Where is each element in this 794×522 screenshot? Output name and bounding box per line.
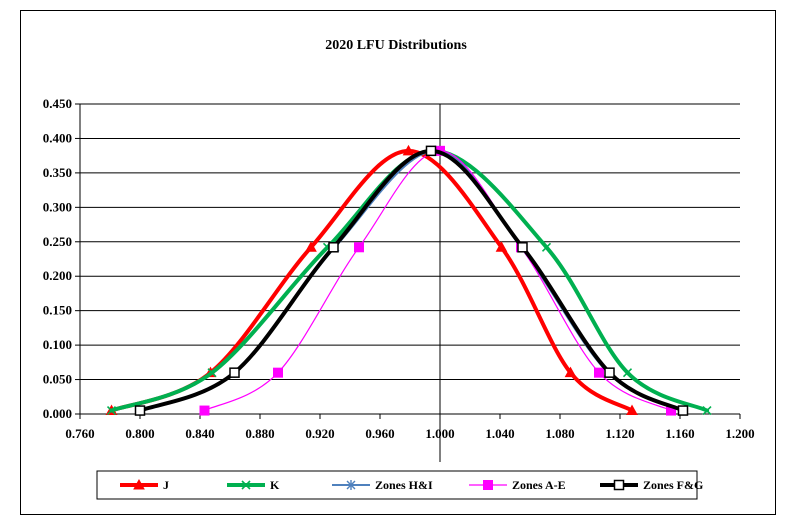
axis-layer: 0.000 0.050 0.100 0.150 0.200 0.250 0.300 0.350… bbox=[43, 96, 755, 462]
legend-item-zones-a-e: Zones A-E bbox=[469, 478, 566, 492]
x-tick-label: 1.120 bbox=[605, 426, 634, 441]
y-tick-label: 0.050 bbox=[43, 372, 72, 387]
legend-item-j: J bbox=[120, 478, 169, 492]
y-tick-label: 0.250 bbox=[43, 234, 72, 249]
x-tick-label: 1.160 bbox=[665, 426, 694, 441]
series-layer bbox=[105, 144, 712, 416]
data-point-zones-f-and-g bbox=[604, 367, 615, 378]
legend-marker bbox=[241, 480, 251, 490]
x-tick-label: 1.200 bbox=[725, 426, 754, 441]
data-point-zones-a-e bbox=[199, 405, 210, 416]
data-point-j bbox=[495, 241, 508, 252]
data-point-zones-a-e bbox=[354, 242, 364, 253]
y-tick-label: 0.450 bbox=[43, 96, 72, 111]
legend-marker bbox=[483, 480, 493, 490]
y-tick-label: 0.150 bbox=[43, 303, 72, 318]
x-tick-label: 0.920 bbox=[305, 426, 334, 441]
legend-label: Zones A-E bbox=[512, 478, 566, 492]
data-point-zones-a-e bbox=[594, 367, 604, 378]
legend-label: Zones F&G bbox=[643, 478, 703, 492]
x-tick-label: 1.040 bbox=[485, 426, 514, 441]
data-point-zones-f-and-g bbox=[677, 405, 689, 416]
y-tick-label: 0.350 bbox=[43, 165, 72, 180]
legend-label: J bbox=[163, 478, 169, 492]
legend-box bbox=[96, 470, 698, 500]
data-point-zones-a-e bbox=[273, 367, 283, 378]
chart-title: 2020 LFU Distributions bbox=[325, 38, 467, 53]
x-tick-label: 0.840 bbox=[185, 426, 214, 441]
x-tick-label: 1.080 bbox=[545, 426, 574, 441]
y-tick-label: 0.400 bbox=[43, 130, 72, 145]
series-k bbox=[106, 146, 712, 416]
data-point-k bbox=[622, 368, 633, 378]
data-point-k bbox=[702, 405, 712, 416]
legend-marker bbox=[133, 478, 145, 490]
data-point-zones-f-and-g bbox=[328, 242, 339, 253]
data-point-zones-f-and-g bbox=[425, 145, 437, 157]
data-point-j bbox=[626, 404, 638, 416]
series-zones-f-and-g bbox=[134, 145, 689, 416]
legend-item-zones-h-and-i: Zones H&I bbox=[332, 478, 433, 492]
data-point-j bbox=[564, 366, 577, 378]
y-tick-label: 0.300 bbox=[43, 199, 72, 214]
y-tick-label: 0.100 bbox=[43, 337, 72, 352]
data-point-j bbox=[402, 144, 415, 156]
legend-label: Zones H&I bbox=[375, 478, 433, 492]
legend-marker bbox=[346, 480, 356, 490]
legend-item-zones-f-and-g: Zones F&G bbox=[600, 478, 703, 492]
data-point-k bbox=[207, 368, 217, 378]
x-tick-label: 0.760 bbox=[65, 426, 94, 441]
chart-frame bbox=[20, 10, 776, 515]
data-point-k bbox=[541, 242, 552, 252]
data-point-zones-f-and-g bbox=[229, 367, 240, 378]
series-j bbox=[105, 144, 638, 416]
data-point-zones-f-and-g bbox=[517, 242, 528, 253]
series-line-j bbox=[109, 148, 634, 413]
x-tick-label: 0.800 bbox=[125, 426, 154, 441]
legend-item-k: K bbox=[227, 478, 280, 492]
x-tick-label: 0.960 bbox=[365, 426, 394, 441]
legend-label: K bbox=[270, 478, 280, 492]
data-point-k bbox=[106, 405, 117, 416]
y-tick-label: 0.200 bbox=[43, 268, 72, 283]
legend-marker bbox=[613, 479, 625, 491]
x-tick-label: 0.880 bbox=[245, 426, 274, 441]
data-point-zones-f-and-g bbox=[134, 405, 146, 416]
series-zones-a-e bbox=[199, 145, 676, 416]
legend: J K Zones H&I Zones A-E Zones F&G bbox=[96, 470, 703, 500]
data-point-j bbox=[305, 241, 317, 252]
series-line-k bbox=[109, 148, 709, 413]
y-tick-label: 0.000 bbox=[43, 406, 72, 421]
